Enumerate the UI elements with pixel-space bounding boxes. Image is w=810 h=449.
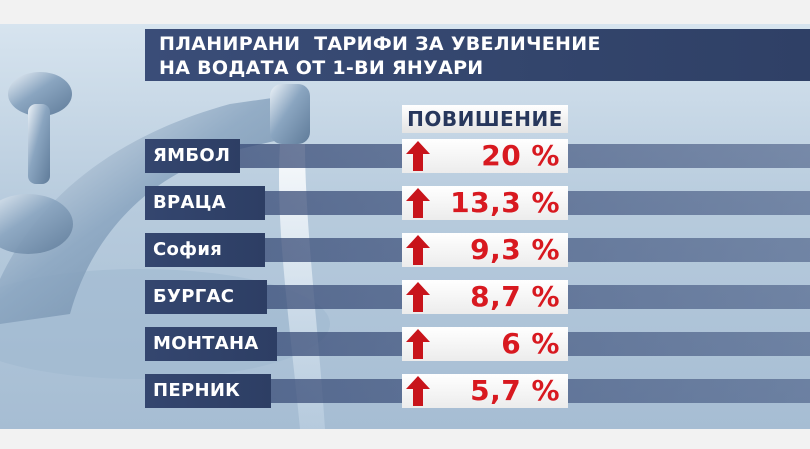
city-label: МОНТАНА: [145, 327, 277, 361]
faucet-icon: [0, 72, 330, 429]
infographic-screen: ПЛАНИРАНИ ТАРИФИ ЗА УВЕЛИЧЕНИЕ НА ВОДАТА…: [0, 24, 810, 429]
table-row: ПЕРНИК 5,7 %: [145, 374, 810, 408]
table-row: ЯМБОЛ 20 %: [145, 139, 810, 173]
page-title: ПЛАНИРАНИ ТАРИФИ ЗА УВЕЛИЧЕНИЕ НА ВОДАТА…: [145, 29, 810, 81]
city-label: ПЕРНИК: [145, 374, 271, 408]
arrow-up-icon: [406, 188, 430, 218]
increase-cell: 6 %: [402, 327, 568, 361]
increase-value: 13,3 %: [450, 186, 560, 219]
city-label: БУРГАС: [145, 280, 267, 314]
title-line-1: ПЛАНИРАНИ ТАРИФИ ЗА УВЕЛИЧЕНИЕ: [159, 33, 601, 55]
arrow-up-icon: [406, 235, 430, 265]
table-row: ВРАЦА 13,3 %: [145, 186, 810, 220]
increase-value: 20 %: [481, 139, 560, 172]
increase-cell: 13,3 %: [402, 186, 568, 220]
column-header: ПОВИШЕНИЕ: [402, 105, 568, 133]
increase-value: 6 %: [501, 327, 560, 360]
city-label: София: [145, 233, 265, 267]
arrow-up-icon: [406, 329, 430, 359]
increase-cell: 8,7 %: [402, 280, 568, 314]
table-row: БУРГАС 8,7 %: [145, 280, 810, 314]
city-label: ВРАЦА: [145, 186, 265, 220]
title-line-2: НА ВОДАТА ОТ 1-ВИ ЯНУАРИ: [159, 57, 484, 79]
city-label: ЯМБОЛ: [145, 139, 240, 173]
increase-value: 5,7 %: [470, 374, 560, 407]
arrow-up-icon: [406, 376, 430, 406]
increase-cell: 20 %: [402, 139, 568, 173]
table-row: МОНТАНА 6 %: [145, 327, 810, 361]
arrow-up-icon: [406, 141, 430, 171]
increase-cell: 9,3 %: [402, 233, 568, 267]
increase-value: 8,7 %: [470, 280, 560, 313]
arrow-up-icon: [406, 282, 430, 312]
increase-value: 9,3 %: [470, 233, 560, 266]
table-row: София 9,3 %: [145, 233, 810, 267]
increase-cell: 5,7 %: [402, 374, 568, 408]
